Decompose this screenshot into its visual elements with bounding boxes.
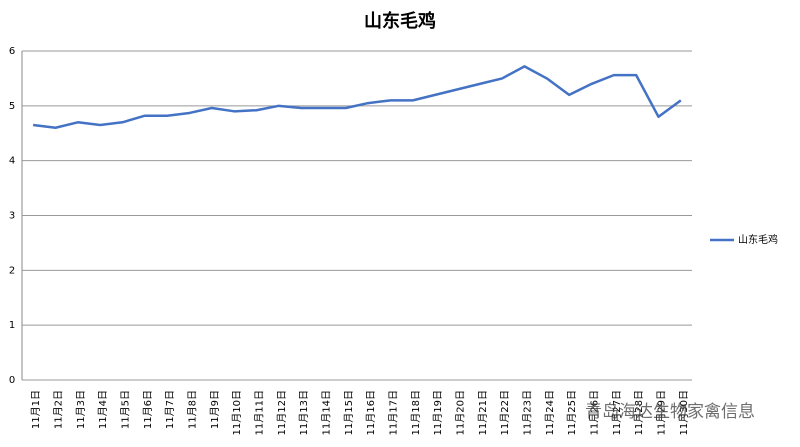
x-tick-label: 11月3日	[75, 390, 87, 429]
x-tick-label: 11月24日	[544, 390, 556, 435]
x-tick-label: 11月6日	[142, 390, 154, 429]
x-tick-label: 11月22日	[499, 390, 511, 435]
x-tick-label: 11月26日	[589, 390, 601, 435]
y-tick-label: 6	[9, 46, 15, 57]
y-tick-label: 0	[9, 375, 15, 386]
x-tick-label: 11月14日	[321, 390, 333, 435]
x-tick-label: 11月8日	[187, 390, 199, 429]
x-tick-label: 11月25日	[566, 390, 578, 435]
y-tick-label: 4	[9, 156, 15, 167]
y-tick-label: 2	[9, 265, 15, 276]
x-tick-label: 11月29日	[656, 390, 668, 435]
chart-title: 山东毛鸡	[364, 10, 436, 32]
x-tick-label: 11月16日	[365, 390, 377, 435]
x-tick-label: 11月10日	[231, 390, 243, 435]
x-tick-label: 11月7日	[164, 390, 176, 429]
data-line	[33, 65, 682, 130]
legend-label: 山东毛鸡	[738, 233, 778, 246]
x-tick-label: 11月15日	[343, 390, 355, 435]
x-tick-label: 11月12日	[276, 390, 288, 435]
x-tick-label: 11月9日	[209, 390, 221, 429]
x-tick-label: 11月17日	[388, 390, 400, 435]
x-tick-label: 11月2日	[53, 390, 65, 429]
y-tick-label: 3	[9, 211, 15, 222]
x-tick-label: 11月1日	[30, 390, 42, 429]
x-tick-label: 11月4日	[97, 390, 109, 429]
x-tick-label: 11月21日	[477, 390, 489, 435]
y-tick-label: 5	[9, 101, 15, 112]
x-tick-label: 11月28日	[633, 390, 645, 435]
x-tick-label: 11月20日	[455, 390, 467, 435]
y-tick-label: 1	[9, 320, 15, 331]
x-tick-label: 11月27日	[611, 390, 623, 435]
x-tick-label: 11月11日	[254, 390, 266, 435]
x-tick-label: 11月30日	[678, 390, 690, 435]
x-tick-label: 11月5日	[120, 390, 132, 429]
x-tick-label: 11月19日	[432, 390, 444, 435]
x-tick-label: 11月18日	[410, 390, 422, 435]
x-tick-label: 11月23日	[522, 390, 534, 435]
x-tick-label: 11月13日	[298, 390, 310, 435]
watermark: 青岛海达生物家禽信息	[585, 402, 755, 422]
